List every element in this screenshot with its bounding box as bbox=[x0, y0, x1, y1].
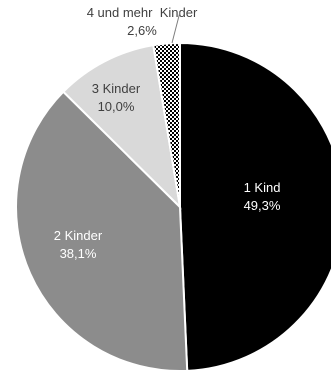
slice-label-value-3-kinder: 10,0% bbox=[98, 99, 135, 114]
slice-label-value-1-kind: 49,3% bbox=[244, 198, 281, 213]
pie-slice-2-kinder bbox=[15, 90, 189, 372]
pie-slice-1-kind bbox=[179, 41, 331, 372]
leader-line-4-und-mehr bbox=[171, 11, 181, 44]
pie-labels: 1 Kind 49,3% 2 Kinder 38,1% 3 Kinder 10,… bbox=[54, 5, 281, 261]
pie-slice-3-kinder bbox=[61, 44, 182, 210]
slice-label-value-2-kinder: 38,1% bbox=[60, 246, 97, 261]
pie-slices bbox=[15, 41, 331, 372]
slice-label-name-4-und-mehr: 4 und mehr Kinder bbox=[87, 5, 198, 20]
slice-label-name-2-kinder: 2 Kinder bbox=[54, 228, 103, 243]
pie-slice-4-und-mehr-kinder bbox=[152, 41, 181, 208]
slice-label-name-1-kind: 1 Kind bbox=[244, 180, 281, 195]
slice-label-name-3-kinder: 3 Kinder bbox=[92, 81, 141, 96]
slice-label-value-4-und-mehr: 2,6% bbox=[127, 23, 157, 38]
